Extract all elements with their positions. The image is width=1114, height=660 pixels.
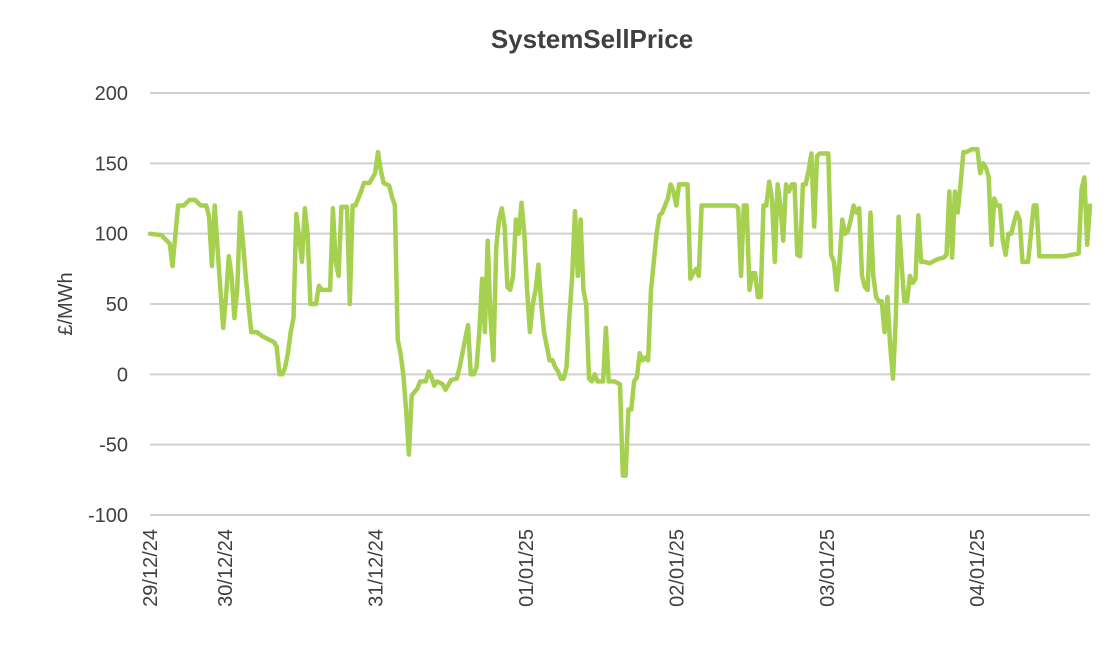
y-tick-label: -100	[88, 505, 128, 527]
y-tick-label: 100	[95, 224, 128, 246]
chart-title: SystemSellPrice	[491, 24, 693, 54]
x-tick-label: 02/01/25	[666, 529, 688, 607]
y-tick-labels: 200 150 100 50 0 -50 -100	[88, 83, 128, 527]
y-tick-label: 200	[95, 83, 128, 105]
x-tick-label: 03/01/25	[817, 529, 839, 607]
y-axis-label: £/MWh	[55, 272, 77, 335]
y-tick-label: 0	[117, 364, 128, 386]
x-tick-label: 29/12/24	[140, 529, 162, 607]
y-tick-label: -50	[99, 435, 128, 457]
series-line-0	[147, 147, 1093, 478]
x-tick-label: 04/01/25	[967, 529, 989, 607]
x-tick-label: 31/12/24	[366, 529, 388, 607]
x-tick-label: 01/01/25	[516, 529, 538, 607]
x-tick-label: 30/12/24	[215, 529, 237, 607]
series-layer	[147, 147, 1093, 478]
y-tick-label: 50	[106, 294, 128, 316]
x-tick-labels: 29/12/24 30/12/24 31/12/24 01/01/25 02/01/25…	[140, 529, 989, 607]
y-tick-label: 150	[95, 153, 128, 175]
